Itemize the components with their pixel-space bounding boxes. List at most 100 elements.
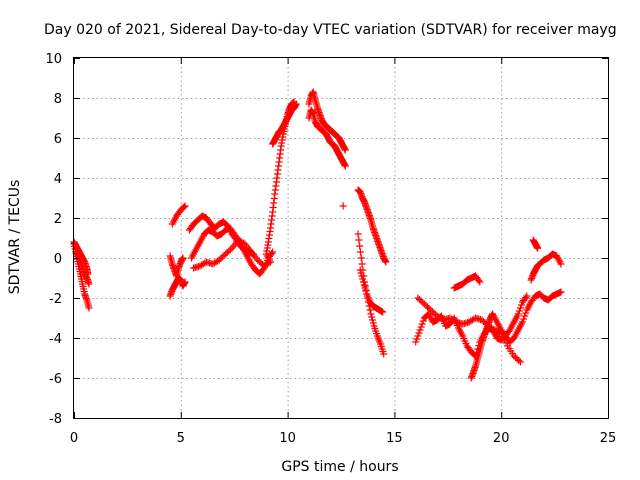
data-point	[215, 256, 223, 264]
data-point	[218, 253, 226, 261]
grid-lines	[74, 58, 608, 418]
data-point	[424, 303, 432, 311]
x-axis-label: GPS time / hours	[281, 459, 398, 475]
data-point	[475, 277, 483, 284]
data-point	[380, 350, 388, 358]
data-point	[257, 259, 265, 267]
data-point	[522, 309, 530, 317]
data-point	[223, 249, 231, 256]
data-point	[361, 284, 369, 292]
data-point	[510, 352, 518, 360]
data-point	[357, 269, 365, 277]
data-point	[422, 302, 430, 309]
data-point	[341, 146, 349, 154]
data-point	[412, 338, 420, 346]
data-point	[425, 305, 433, 312]
data-point	[517, 301, 525, 309]
data-point	[520, 315, 528, 323]
data-point	[292, 100, 300, 108]
data-point	[521, 312, 529, 320]
data-point	[368, 313, 376, 321]
data-point	[476, 278, 484, 286]
data-point	[415, 329, 423, 337]
data-point	[367, 310, 375, 318]
data-point	[359, 275, 367, 283]
data-point	[515, 307, 523, 315]
data-point	[512, 354, 520, 361]
x-tick-label: 10	[279, 431, 296, 446]
x-tick-label: 25	[600, 431, 617, 446]
data-point	[358, 272, 366, 280]
data-point	[369, 316, 377, 324]
y-tick-label: -6	[49, 372, 62, 387]
data-point	[513, 355, 521, 363]
y-tick-label: -8	[49, 412, 62, 427]
data-point	[369, 319, 377, 327]
data-point	[362, 287, 370, 295]
data-point	[181, 202, 189, 210]
data-point	[427, 306, 435, 314]
data-point	[522, 294, 530, 301]
plot-frame	[73, 57, 609, 419]
data-point	[478, 316, 486, 324]
data-point	[557, 260, 565, 268]
data-point	[269, 248, 277, 256]
data-points	[70, 88, 565, 382]
data-point	[85, 280, 93, 288]
y-tick-label: 10	[45, 52, 62, 67]
data-point	[516, 358, 524, 366]
data-point	[357, 254, 365, 262]
data-point	[519, 318, 527, 326]
data-point	[420, 300, 428, 308]
data-point	[225, 247, 233, 255]
data-point	[557, 288, 565, 296]
data-point	[360, 281, 368, 289]
data-point	[419, 317, 427, 325]
data-point	[414, 294, 422, 302]
data-point	[430, 309, 438, 317]
data-point	[379, 308, 387, 316]
data-point	[451, 317, 459, 325]
x-tick-label: 5	[177, 431, 185, 446]
data-point	[417, 297, 425, 305]
data-point	[341, 162, 349, 170]
data-point	[85, 304, 93, 312]
y-tick-label: 2	[54, 212, 62, 227]
y-tick-label: -2	[49, 292, 62, 307]
y-tick-label: 4	[54, 172, 62, 187]
data-point	[415, 296, 423, 303]
x-tick-label: 0	[70, 431, 78, 446]
data-point	[382, 258, 390, 266]
data-point	[413, 335, 421, 343]
data-point	[417, 323, 425, 331]
data-point	[356, 242, 364, 250]
data-point	[514, 310, 522, 318]
data-point	[222, 250, 230, 258]
y-tick-label: 0	[54, 252, 62, 267]
data-point	[180, 203, 188, 211]
data-point	[428, 308, 436, 315]
data-point	[356, 266, 364, 274]
data-point	[181, 278, 189, 286]
data-point	[339, 202, 347, 210]
data-point	[239, 239, 247, 247]
data-point	[419, 299, 427, 306]
y-tick-label: 6	[54, 132, 62, 147]
axis-ticks: 0 5 10 15 20 25 -8 -6 -4 -2 0 2 4 6 8 10	[45, 52, 616, 446]
data-point	[226, 246, 234, 253]
data-point	[179, 254, 187, 262]
y-axis-label: SDTVAR / TECUs	[7, 180, 23, 295]
data-point	[220, 252, 228, 259]
data-point	[515, 357, 523, 364]
data-point	[359, 278, 367, 286]
x-tick-label: 15	[386, 431, 403, 446]
data-point	[516, 304, 524, 312]
data-point	[534, 244, 542, 252]
data-point	[358, 260, 366, 268]
data-point	[255, 258, 263, 265]
data-point	[366, 306, 374, 314]
y-tick-label: -4	[49, 332, 62, 347]
data-point	[356, 248, 364, 256]
data-point	[254, 256, 262, 264]
chart-title: Day 020 of 2021, Sidereal Day-to-day VTE…	[44, 22, 617, 38]
